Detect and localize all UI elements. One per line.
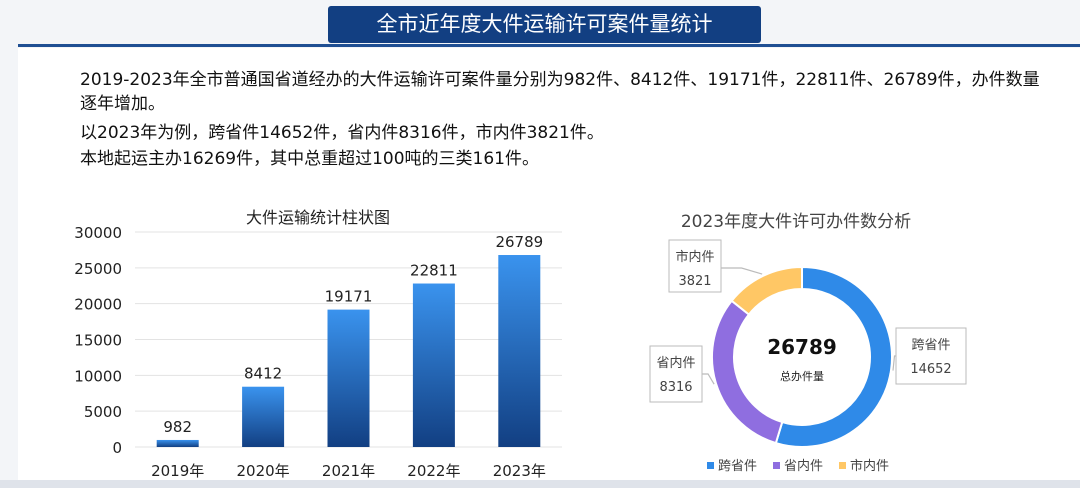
bar-2020年 (242, 386, 285, 447)
summary-text-1: 2019-2023年全市普通国省道经办的大件运输许可案件量分别为982件、841… (80, 70, 1040, 114)
donut-slice-跨省件 (774, 265, 893, 448)
bar-value-label: 982 (163, 418, 192, 436)
bar-y-tick-label: 20000 (74, 296, 122, 314)
bar-y-tick-label: 15000 (74, 332, 122, 350)
pie-chart-title: 2023年度大件许可办件数分析 (681, 212, 911, 232)
summary-paragraph-2: 以2023年为例，跨省件14652件，省内件8316件，市内件3821件。 (80, 123, 604, 143)
bar-2022年 (412, 283, 455, 447)
bar-value-label: 26789 (495, 233, 543, 251)
donut-legend-label: 省内件 (784, 458, 823, 474)
bar-2023年 (498, 255, 541, 447)
page-title: 全市近年度大件运输许可案件量统计 (328, 6, 761, 43)
donut-callout-value: 14652 (910, 362, 951, 377)
donut-slice-省内件 (711, 299, 784, 445)
bar-chart-bars: 982 2019年 8412 2020年 19171 2021年 22811 2022年 267… (151, 233, 546, 480)
bar-value-label: 22811 (410, 262, 458, 280)
donut-callout-line (702, 373, 715, 385)
bar-y-tick-label: 30000 (74, 224, 122, 242)
donut-center-value: 26789 (767, 335, 837, 359)
donut-legend-swatch (773, 462, 780, 469)
bar-y-tick-label: 10000 (74, 367, 122, 385)
donut-chart (711, 265, 893, 448)
bar-2021年 (327, 309, 370, 447)
bar-x-tick-label: 2021年 (322, 462, 375, 480)
donut-center-label: 总办件量 (780, 369, 824, 383)
bar-value-label: 19171 (325, 288, 373, 306)
bar-chart-title: 大件运输统计柱状图 (246, 208, 390, 227)
donut-legend-swatch (707, 462, 714, 469)
donut-callout-box (668, 239, 722, 293)
bar-y-tick-label: 0 (112, 439, 122, 457)
header-divider (18, 44, 1080, 47)
donut-callout-box (895, 327, 967, 385)
donut-callout-label: 跨省件 (911, 338, 950, 353)
donut-callout-label: 市内件 (675, 249, 714, 265)
bar-x-tick-label: 2022年 (407, 462, 460, 480)
summary-paragraph-1: 2019-2023年全市普通国省道经办的大件运输许可案件量分别为982件、841… (80, 68, 1050, 116)
bar-y-tick-label: 25000 (74, 260, 122, 278)
bottom-strip (0, 480, 1080, 488)
bar-chart-y-axis: 0 5000 10000 15000 20000 25000 30000 (74, 224, 122, 457)
donut-legend-swatch (839, 462, 846, 469)
donut-legend: 跨省件 省内件 市内件 (707, 458, 889, 474)
donut-slice-市内件 (730, 265, 803, 316)
donut-callout-box (649, 345, 703, 403)
donut-legend-label: 跨省件 (718, 459, 757, 474)
bar-y-tick-label: 5000 (84, 403, 122, 421)
bar-2019年 (156, 439, 199, 447)
bar-value-label: 8412 (244, 365, 282, 383)
donut-callouts: 跨省件 14652 省内件 8316 市内件 3821 (649, 239, 967, 403)
donut-callout-label: 省内件 (656, 355, 695, 371)
donut-callout-line (721, 267, 763, 275)
donut-legend-label: 市内件 (850, 458, 889, 474)
content-card (18, 48, 1080, 480)
donut-callout-value: 3821 (678, 274, 711, 289)
bar-x-tick-label: 2020年 (237, 462, 290, 480)
donut-callout-value: 8316 (659, 380, 692, 395)
bar-x-tick-label: 2019年 (151, 462, 204, 480)
summary-paragraph-3: 本地起运主办16269件，其中总重超过100吨的三类161件。 (80, 149, 539, 169)
bar-x-tick-label: 2023年 (493, 462, 546, 480)
